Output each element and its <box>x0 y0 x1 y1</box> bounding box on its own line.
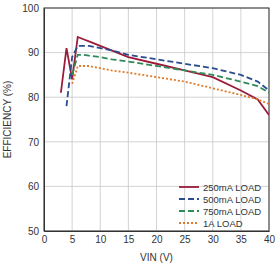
plot: 05101520253035405060708090100250mA LOAD5… <box>22 3 275 245</box>
legend: 250mA LOAD500mA LOAD750mA LOAD1A LOAD <box>179 182 261 229</box>
legend-label: 750mA LOAD <box>203 206 261 217</box>
grid-line <box>44 97 269 98</box>
tick-label: 35 <box>236 234 248 245</box>
chart: 05101520253035405060708090100250mA LOAD5… <box>0 0 279 267</box>
legend-item: 1A LOAD <box>179 218 243 229</box>
tick-label: 30 <box>208 234 220 245</box>
tick: 5 <box>70 231 76 245</box>
grid-line <box>44 141 269 142</box>
tick-label: 80 <box>28 92 40 103</box>
grid-line <box>128 8 129 231</box>
grid-line <box>100 8 101 231</box>
tick-label: 50 <box>28 226 40 237</box>
tick: 10 <box>95 231 107 245</box>
tick: 0 <box>42 231 48 245</box>
tick: 50 <box>28 226 44 237</box>
tick-label: 20 <box>151 234 163 245</box>
grid-line <box>44 52 269 53</box>
tick-label: 90 <box>28 47 40 58</box>
grid <box>44 8 269 231</box>
tick: 70 <box>28 137 44 148</box>
legend-swatch <box>179 198 199 200</box>
legend-item: 500mA LOAD <box>179 194 261 205</box>
tick-label: 40 <box>264 234 276 245</box>
grid-line <box>72 8 73 231</box>
tick: 40 <box>264 231 276 245</box>
grid-line <box>156 8 157 231</box>
tick: 100 <box>22 3 44 14</box>
y-axis-title: EFFICIENCY (%) <box>2 81 13 159</box>
legend-label: 250mA LOAD <box>203 182 261 193</box>
legend-swatch <box>179 222 199 224</box>
series-line <box>61 37 269 115</box>
grid-line <box>184 8 185 231</box>
x-axis-title: VIN (V) <box>140 252 173 263</box>
tick-label: 5 <box>70 234 76 245</box>
legend-label: 1A LOAD <box>203 218 243 229</box>
series-line <box>72 55 269 93</box>
legend-swatch <box>179 186 199 188</box>
series-line <box>67 46 270 106</box>
tick-label: 70 <box>28 137 40 148</box>
tick: 15 <box>123 231 135 245</box>
lines <box>61 37 269 115</box>
series-line <box>72 66 269 104</box>
tick-label: 15 <box>123 234 135 245</box>
legend-swatch <box>179 210 199 212</box>
tick: 80 <box>28 92 44 103</box>
legend-item: 250mA LOAD <box>179 182 261 193</box>
tick-label: 25 <box>180 234 192 245</box>
tick: 20 <box>151 231 163 245</box>
legend-label: 500mA LOAD <box>203 194 261 205</box>
x-axis: 0 5 10 15 20 25 30 35 40 <box>42 231 276 245</box>
tick: 60 <box>28 181 44 192</box>
legend-item: 750mA LOAD <box>179 206 261 217</box>
tick: 30 <box>208 231 220 245</box>
plot-frame <box>44 8 269 231</box>
tick: 25 <box>180 231 192 245</box>
tick: 90 <box>28 47 44 58</box>
y-axis: 50 60 70 80 90 100 <box>22 3 44 237</box>
tick-label: 0 <box>42 234 48 245</box>
tick-label: 100 <box>22 3 39 14</box>
tick-label: 10 <box>95 234 107 245</box>
tick-label: 60 <box>28 181 40 192</box>
tick: 35 <box>236 231 248 245</box>
